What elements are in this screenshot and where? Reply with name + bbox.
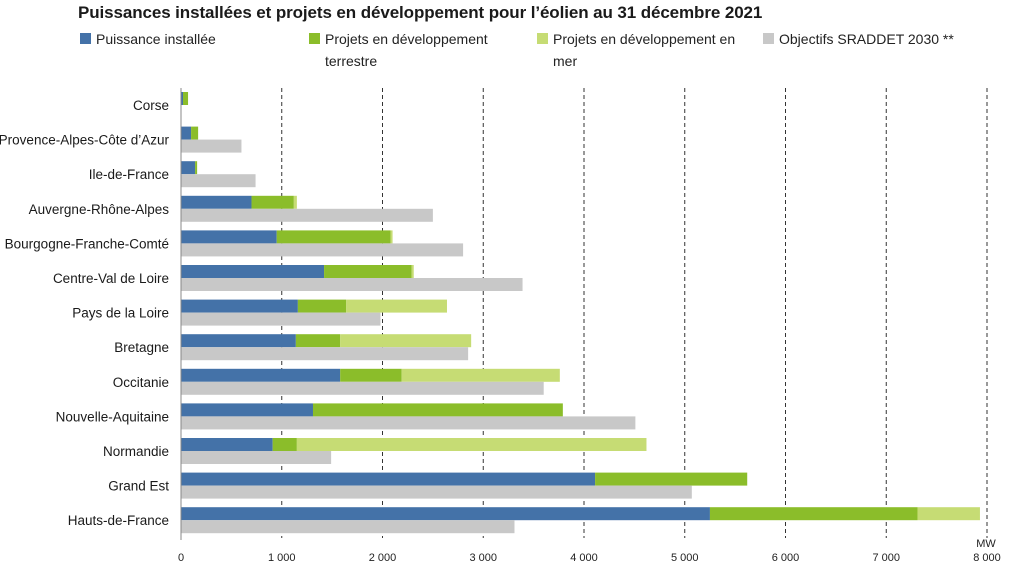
- bar: [181, 230, 277, 244]
- legend-swatch-offshore: [537, 33, 548, 44]
- category-label: Centre-Val de Loire: [53, 271, 169, 286]
- bar: [276, 230, 391, 244]
- bar: [181, 520, 515, 534]
- legend-label-sraddet: Objectifs SRADDET 2030 **: [779, 31, 954, 47]
- bar: [181, 195, 252, 209]
- bar: [191, 126, 199, 140]
- bar: [181, 416, 636, 430]
- category-label: Ile-de-France: [89, 167, 169, 182]
- bar: [312, 403, 563, 417]
- bar: [181, 485, 692, 499]
- bar: [181, 334, 296, 348]
- bar: [340, 368, 402, 382]
- bar: [272, 438, 297, 451]
- bar: [181, 126, 192, 140]
- bar: [181, 347, 469, 361]
- x-tick-label: 5 000: [671, 552, 699, 564]
- bar: [401, 368, 560, 382]
- bar: [181, 472, 596, 486]
- category-label: Auvergne-Rhône-Alpes: [29, 202, 170, 217]
- category-label: Occitanie: [113, 375, 169, 390]
- bar: [181, 451, 332, 464]
- bar: [295, 334, 341, 348]
- bar: [181, 381, 544, 395]
- bar: [181, 299, 298, 313]
- bar: [181, 139, 242, 153]
- x-tick-label: 2 000: [369, 552, 397, 564]
- legend-label-offshore: Projets en développement en mer: [553, 31, 736, 69]
- bar: [181, 265, 325, 278]
- category-label: Nouvelle-Aquitaine: [56, 409, 169, 424]
- category-label: Pays de la Loire: [72, 306, 169, 321]
- category-label: Hauts-de-France: [68, 513, 169, 528]
- category-label: Corse: [133, 98, 169, 113]
- category-label: Provence-Alpes-Côte d’Azur: [0, 133, 170, 148]
- bar: [709, 507, 918, 521]
- bar: [595, 472, 748, 486]
- bar: [390, 230, 393, 244]
- bar: [917, 507, 980, 521]
- bar: [181, 438, 273, 451]
- bar: [251, 195, 294, 209]
- category-label: Normandie: [103, 444, 169, 459]
- x-tick-label: 7 000: [872, 552, 900, 564]
- bar: [324, 265, 412, 278]
- x-tick-label: 3 000: [469, 552, 497, 564]
- category-label: Bourgogne-Franche-Comté: [5, 236, 169, 251]
- legend-swatch-onshore: [309, 33, 320, 44]
- bar: [340, 334, 472, 348]
- bar: [181, 507, 710, 521]
- category-label: Grand Est: [108, 479, 169, 494]
- bar: [181, 278, 523, 291]
- chart-title: Puissances installées et projets en déve…: [78, 3, 763, 22]
- unit-label: MW: [976, 538, 996, 550]
- bar: [181, 92, 184, 105]
- bar: [181, 161, 196, 175]
- bar: [293, 195, 297, 209]
- bar: [297, 299, 347, 313]
- bar: [296, 438, 647, 451]
- x-tick-label: 0: [178, 552, 184, 564]
- legend-label-installed: Puissance installée: [96, 31, 216, 47]
- category-label: Bretagne: [114, 340, 169, 355]
- legend-swatch-sraddet: [763, 33, 774, 44]
- x-tick-label: 6 000: [772, 552, 800, 564]
- x-tick-label: 1 000: [268, 552, 296, 564]
- bar: [195, 161, 198, 175]
- bar: [181, 403, 313, 417]
- bar: [346, 299, 447, 313]
- bar: [411, 265, 414, 278]
- bar: [181, 174, 256, 188]
- bar: [181, 208, 433, 222]
- bar: [183, 92, 189, 105]
- legend-label-onshore: Projets en développement terrestre: [325, 31, 488, 69]
- bar: [181, 312, 381, 326]
- bar: [181, 368, 341, 382]
- x-tick-label: 4 000: [570, 552, 598, 564]
- x-tick-label: 8 000: [973, 552, 1001, 564]
- legend-swatch-installed: [80, 33, 91, 44]
- bar: [181, 243, 464, 257]
